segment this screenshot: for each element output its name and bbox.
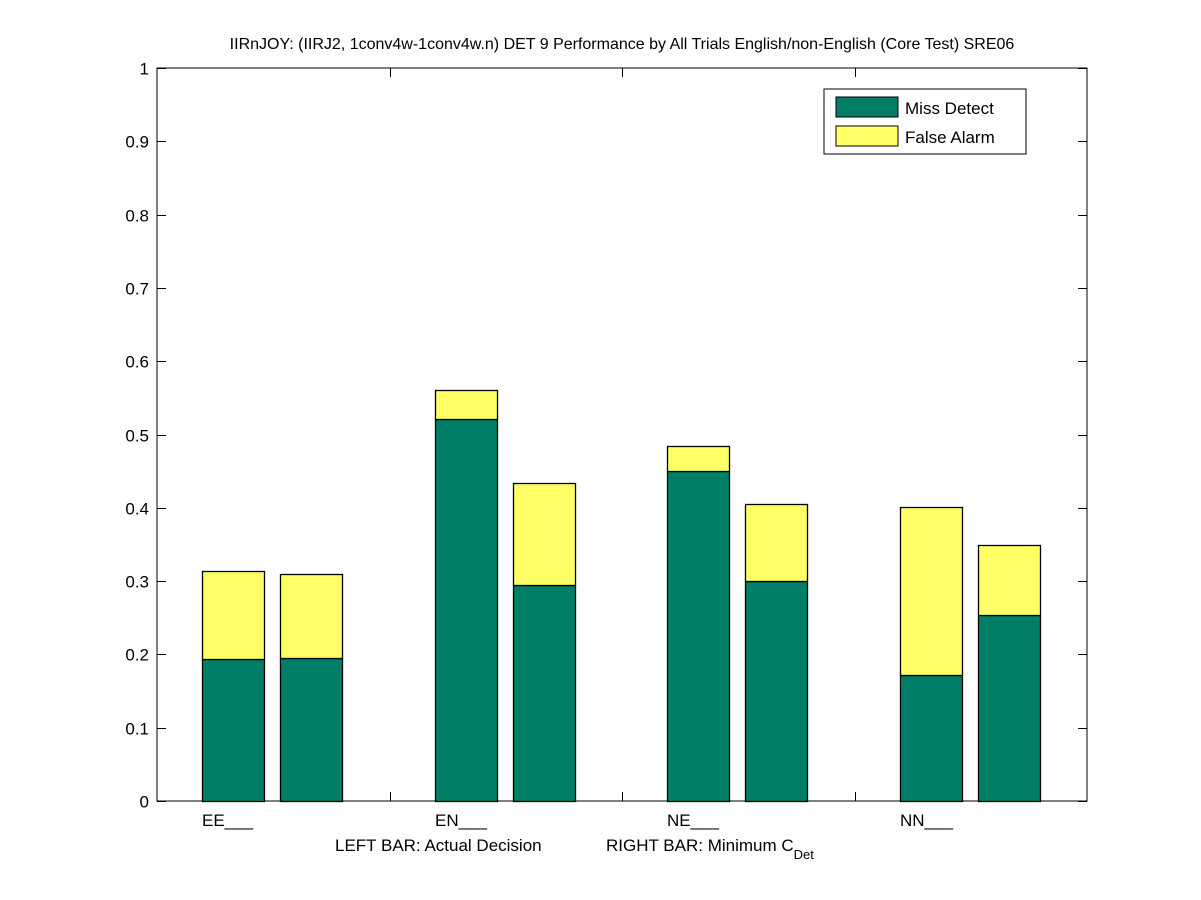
x-tick-label: NE___ [667, 811, 720, 830]
legend-swatch-false-alarm [835, 125, 899, 147]
y-tick-label: 0.4 [125, 500, 149, 519]
x-tick-label: EE___ [202, 811, 254, 830]
x-axis-label: LEFT BAR: Actual Decision RIGHT BAR: Min… [335, 836, 814, 862]
bar-ne-minimum-cdet-miss-detect [744, 580, 809, 803]
y-tick-label: 0.7 [125, 280, 149, 299]
bar-en-actual-decision-miss-detect [434, 418, 499, 803]
x-tick-label: EN___ [435, 811, 488, 830]
bar-nn-actual-decision-false-alarm [899, 506, 964, 677]
y-tick-label: 1 [140, 60, 149, 79]
bars [201, 389, 1042, 803]
bar-en-minimum-cdet-false-alarm [512, 482, 577, 587]
bar-nn-actual-decision-miss-detect [899, 674, 964, 803]
bar-ne-minimum-cdet-false-alarm [744, 503, 809, 583]
y-tick-label: 0.6 [125, 353, 149, 372]
bar-ne-actual-decision-false-alarm [666, 445, 731, 473]
bar-ee-actual-decision-false-alarm [201, 570, 266, 661]
legend: Miss Detect False Alarm [823, 88, 1027, 155]
bar-ee-minimum-cdet-false-alarm [279, 573, 344, 660]
x-ticks: EE___ EN___ NE___ NN___ [202, 68, 953, 830]
y-tick-label: 0.1 [125, 720, 149, 739]
x-label-right-main: RIGHT BAR: Minimum C [606, 836, 794, 855]
x-label-right-sub: Det [794, 847, 815, 862]
x-label-left: LEFT BAR: Actual Decision [335, 836, 542, 855]
y-ticks: 0 0.1 0.2 0.3 0.4 0.5 0.6 0.7 0.8 0.9 1 [125, 60, 1087, 812]
y-tick-label: 0.8 [125, 207, 149, 226]
bar-en-actual-decision-false-alarm [434, 389, 499, 421]
y-tick-label: 0.5 [125, 427, 149, 446]
chart-title: IIRnJOY: (IIRJ2, 1conv4w-1conv4w.n) DET … [230, 36, 1015, 53]
bar-ne-actual-decision-miss-detect [666, 470, 731, 803]
bar-nn-minimum-cdet-miss-detect [977, 614, 1042, 803]
y-tick-label: 0 [140, 793, 149, 812]
bar-ee-actual-decision-miss-detect [201, 658, 266, 803]
bar-nn-minimum-cdet-false-alarm [977, 544, 1042, 617]
y-tick-label: 0.3 [125, 573, 149, 592]
y-tick-label: 0.2 [125, 646, 149, 665]
bar-ee-minimum-cdet-miss-detect [279, 657, 344, 803]
x-tick-label: NN___ [900, 811, 953, 830]
x-label-right: RIGHT BAR: Minimum CDet [606, 836, 814, 862]
legend-label-false-alarm: False Alarm [905, 128, 995, 147]
legend-label-miss-detect: Miss Detect [905, 99, 994, 118]
y-tick-label: 0.9 [125, 133, 149, 152]
bar-en-minimum-cdet-miss-detect [512, 584, 577, 803]
legend-swatch-miss-detect [835, 96, 899, 118]
